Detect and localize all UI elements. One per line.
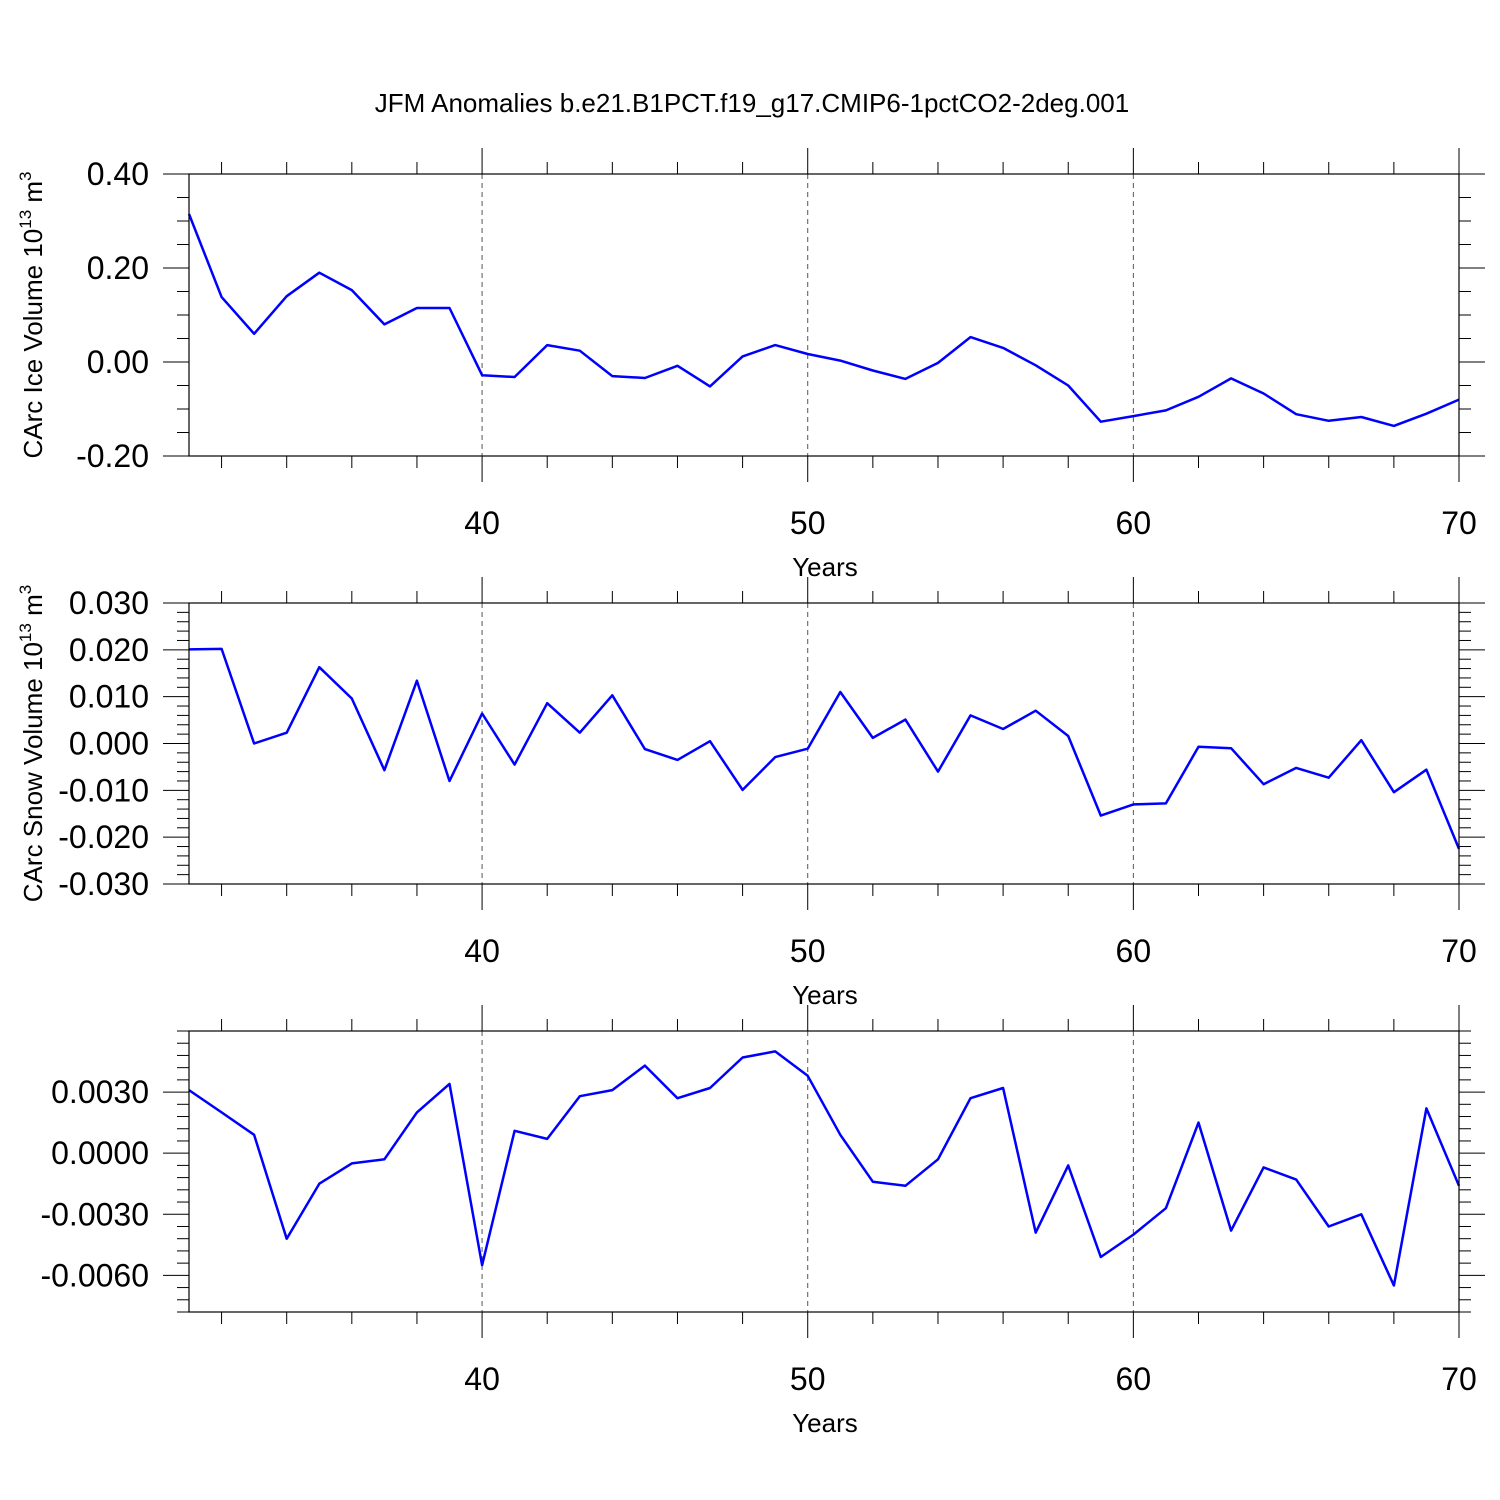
- ice-volume-x-tick-label: 60: [1116, 505, 1152, 541]
- ice-area-y-tick-label: 0.0030: [51, 1074, 149, 1110]
- ice-area-x-axis-title: Years: [792, 1408, 858, 1438]
- snow-volume-series-line: [188, 647, 1461, 850]
- ice-area-plot-frame: [188, 1030, 1460, 1313]
- snow-volume-plot-frame: [188, 602, 1460, 885]
- snow-volume-y-axis-title-part: m: [18, 594, 48, 623]
- ice-volume-y-axis-title-part: 13: [16, 210, 35, 229]
- ice-area-x-tick-label: 60: [1116, 1361, 1152, 1397]
- snow-volume-y-axis-title-part: 3: [16, 585, 35, 594]
- ice-volume-x-tick-label: 40: [464, 505, 500, 541]
- snow-volume-x-tick-label: 70: [1441, 933, 1477, 969]
- snow-volume-y-tick-label: 0.000: [69, 726, 149, 762]
- ice-area-series-line: [188, 1050, 1461, 1287]
- ice-area-x-tick-label: 70: [1441, 1361, 1477, 1397]
- ice-volume-series-line: [187, 213, 1460, 428]
- ice-area-x-tick-label: 40: [464, 1361, 500, 1397]
- snow-volume-y-tick-label: -0.010: [58, 772, 149, 808]
- panel-ice-volume: 40 50 60 70 -0.20 0.00 0.20 0.40 Years CArc Ice V…: [16, 148, 1485, 582]
- ice-area-x-tick-label: 50: [790, 1361, 826, 1397]
- panel-ice-area: 40 50 60 70 -0.0060 -0.0030 0.0000 0.0030 Years: [40, 1005, 1485, 1438]
- ice-area-y-tick-label: 0.0000: [51, 1135, 149, 1171]
- ice-volume-y-tick-label: 0.40: [87, 156, 149, 192]
- ice-volume-y-tick-label: 0.00: [87, 344, 149, 380]
- snow-volume-y-tick-label: 0.020: [69, 632, 149, 668]
- ice-area-y-tick-label: -0.0030: [40, 1196, 149, 1232]
- snow-volume-y-tick-label: -0.020: [58, 819, 149, 855]
- snow-volume-y-tick-label: 0.010: [69, 679, 149, 715]
- snow-volume-y-tick-label: -0.030: [58, 866, 149, 902]
- snow-volume-x-tick-label: 60: [1116, 933, 1152, 969]
- snow-volume-x-axis-title: Years: [792, 980, 858, 1010]
- snow-volume-y-axis-title-part: CArc Snow Volume 10: [18, 642, 48, 902]
- ice-volume-plot-frame: [188, 173, 1460, 457]
- chart-title: JFM Anomalies b.e21.B1PCT.f19_g17.CMIP6-…: [375, 88, 1129, 118]
- snow-volume-y-axis-title: CArc Snow Volume 1013 m3: [16, 585, 48, 902]
- ice-volume-y-tick-label: 0.20: [87, 250, 149, 286]
- snow-volume-x-tick-label: 40: [464, 933, 500, 969]
- panel-snow-volume: 40 50 60 70 -0.030 -0.020 -0.010 0.000 0.010 0.02…: [16, 577, 1485, 1010]
- ice-volume-y-axis-title-part: CArc Ice Volume 10: [18, 229, 48, 459]
- ice-volume-y-tick-label: -0.20: [76, 438, 149, 474]
- ice-volume-x-axis-title: Years: [792, 552, 858, 582]
- snow-volume-y-axis-title-part: 13: [16, 623, 35, 642]
- ice-volume-x-tick-label: 50: [790, 505, 826, 541]
- ice-volume-y-axis-title-part: m: [18, 181, 48, 210]
- snow-volume-y-tick-label: 0.030: [69, 585, 149, 621]
- snow-volume-x-tick-label: 50: [790, 933, 826, 969]
- ice-volume-y-axis-title: CArc Ice Volume 1013 m3: [16, 171, 48, 458]
- ice-area-y-tick-label: -0.0060: [40, 1257, 149, 1293]
- ice-volume-y-axis-title-part: 3: [16, 171, 35, 180]
- ice-volume-x-tick-label: 70: [1441, 505, 1477, 541]
